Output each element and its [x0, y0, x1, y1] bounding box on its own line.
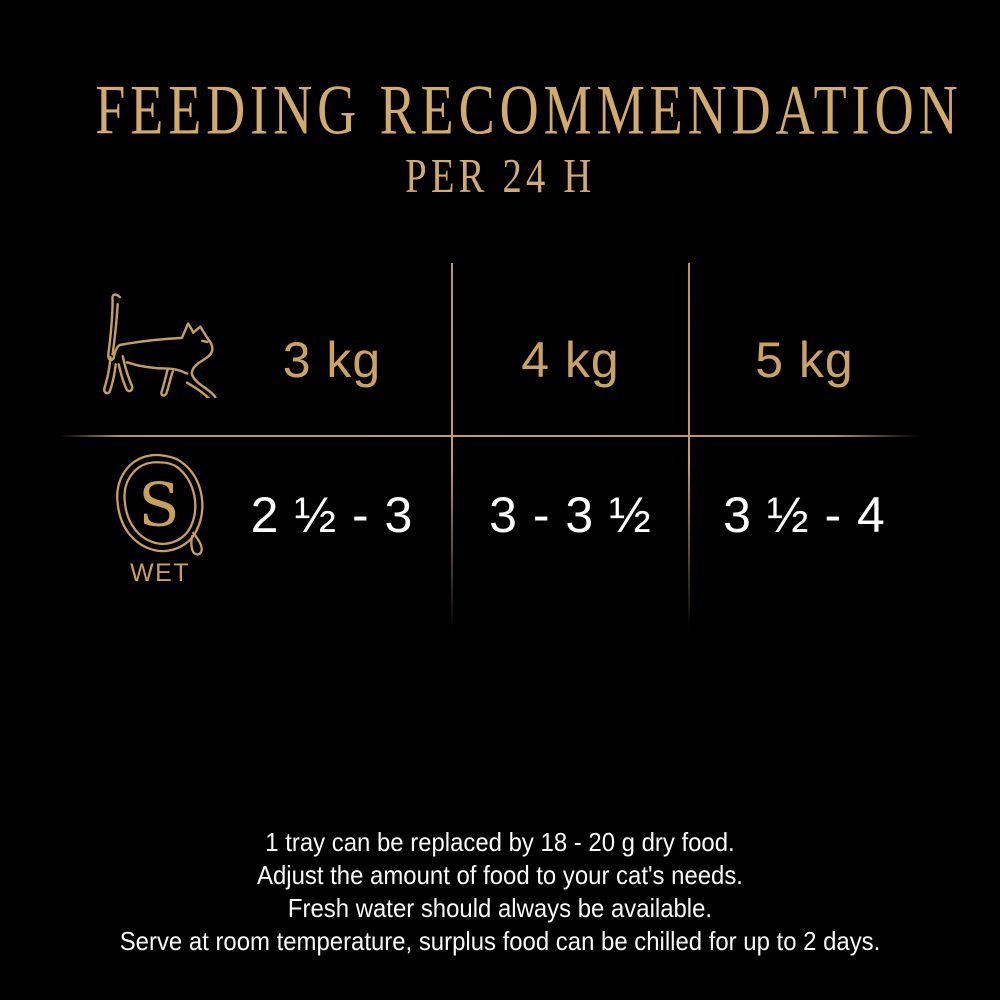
wet-value-5kg: 3 ½ - 4	[723, 487, 886, 543]
seal-s-letter: S	[138, 471, 179, 541]
note-line-2: Adjust the amount of food to your cat's …	[257, 860, 743, 890]
cat-icon	[103, 293, 217, 398]
column-header-3kg: 3 kg	[282, 332, 382, 388]
note-line-4: Serve at room temperature, surplus food …	[119, 926, 881, 956]
row-label-wet: WET	[129, 559, 191, 587]
page-title-text: FEEDING RECOMMENDATION	[95, 71, 963, 150]
note-line-3: Fresh water should always be available.	[287, 893, 713, 923]
page-subtitle: PER 24 H	[0, 148, 1000, 203]
page-title: FEEDING RECOMMENDATION	[0, 71, 1000, 150]
column-header-5kg: 5 kg	[755, 332, 854, 388]
page-subtitle-text: PER 24 H	[404, 148, 596, 203]
table-vertical-divider-1	[451, 263, 453, 630]
table-horizontal-divider	[60, 435, 920, 437]
note-line-1: 1 tray can be replaced by 18 - 20 g dry …	[265, 827, 735, 857]
column-header-4kg: 4 kg	[521, 332, 620, 388]
table-vertical-divider-2	[688, 263, 690, 630]
feeding-notes: 1 tray can be replaced by 18 - 20 g dry …	[40, 826, 960, 958]
s-seal-icon: S	[116, 453, 204, 556]
wet-value-3kg: 2 ½ - 3	[250, 487, 414, 543]
wet-value-4kg: 3 - 3 ½	[489, 487, 652, 543]
